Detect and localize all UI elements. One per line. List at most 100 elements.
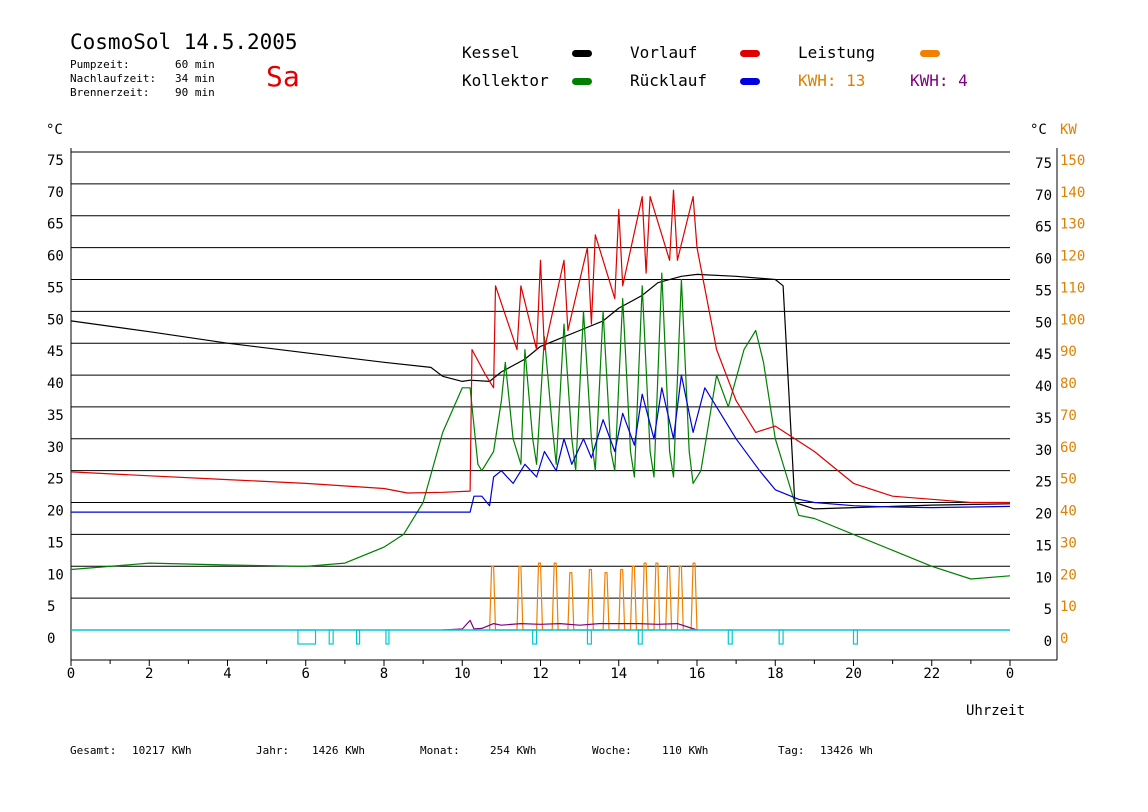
y-tick-left-5: 5 <box>47 599 55 615</box>
y-tick-right-power-90: 90 <box>1060 344 1077 360</box>
y-tick-left-0: 0 <box>47 631 55 647</box>
info-nachlaufzeit-label: Nachlaufzeit: <box>70 72 157 85</box>
y-tick-right-power-0: 0 <box>1060 631 1068 647</box>
legend-leistung-label: Leistung <box>798 43 876 62</box>
x-axis-label: Uhrzeit <box>966 703 1025 719</box>
x-tick-12: 0 <box>1006 666 1014 682</box>
footer-gesamt-label: Gesamt: <box>70 744 117 757</box>
footer-tag-value: 13426 Wh <box>820 744 873 757</box>
series-line-kessel <box>70 273 1011 510</box>
footer-tag-label: Tag: <box>778 744 805 757</box>
y-tick-right-temp-10: 10 <box>1035 570 1052 586</box>
y-tick-left-25: 25 <box>47 472 64 488</box>
y-tick-right-temp-50: 50 <box>1035 315 1052 331</box>
footer-jahr-value: 1426 KWh <box>312 744 365 757</box>
y-tick-right-power-70: 70 <box>1060 408 1077 424</box>
legend-kessel-label: Kessel <box>462 43 520 62</box>
y-tick-right-power-20: 20 <box>1060 567 1077 583</box>
footer-monat-label: Monat: <box>420 744 460 757</box>
brenner-pulse-6 <box>637 629 643 645</box>
x-tick-5: 10 <box>454 666 471 682</box>
x-tick-11: 22 <box>923 666 940 682</box>
x-tick-3: 6 <box>302 666 310 682</box>
info-nachlaufzeit-value: 34 min <box>175 72 215 85</box>
y-tick-left-50: 50 <box>47 312 64 328</box>
x-tick-1: 2 <box>145 666 153 682</box>
legend-kessel-swatch <box>572 50 592 57</box>
info-brennerzeit-value: 90 min <box>175 86 215 99</box>
y-tick-left-15: 15 <box>47 535 64 551</box>
y-tick-right-temp-40: 40 <box>1035 379 1052 395</box>
series-line-vorlauf <box>70 189 1010 504</box>
y-tick-right-power-50: 50 <box>1060 472 1077 488</box>
brenner-pulse-7 <box>727 629 733 645</box>
footer-jahr-label: Jahr: <box>256 744 290 757</box>
series-line-leistung <box>489 562 698 631</box>
series-line-kwh <box>442 619 698 631</box>
brenner-pulse-8 <box>778 629 784 645</box>
y-tick-right-power-110: 110 <box>1060 280 1085 296</box>
series-line-kollektor <box>70 272 1011 580</box>
x-tick-9: 18 <box>767 666 784 682</box>
y-tick-right-temp-30: 30 <box>1035 443 1052 459</box>
series-line-rcklauf <box>71 374 1011 513</box>
grid-lines <box>71 151 1010 599</box>
y-tick-right-power-130: 130 <box>1060 217 1085 233</box>
y-tick-right-temp-55: 55 <box>1035 283 1052 299</box>
y-tick-right-power-120: 120 <box>1060 249 1085 265</box>
brenner-pulse-1 <box>328 629 334 645</box>
page-title: CosmoSol 14.5.2005 <box>70 30 298 54</box>
brenner-pulse-0 <box>297 629 317 645</box>
info-pumpzeit-value: 60 min <box>175 58 215 71</box>
brenner-pulse-5 <box>586 629 592 645</box>
y-tick-left-75: 75 <box>47 153 64 169</box>
brenner-pulse-2 <box>356 629 361 645</box>
y-tick-left-45: 45 <box>47 344 64 360</box>
y-tick-right-power-80: 80 <box>1060 376 1077 392</box>
footer-woche-label: Woche: <box>592 744 632 757</box>
legend-kollektor-label: Kollektor <box>462 71 549 90</box>
brenner-indicator <box>71 629 1010 645</box>
brenner-pulse-4 <box>532 629 538 645</box>
legend-leistung-swatch <box>920 50 940 57</box>
y-tick-right-power-10: 10 <box>1060 599 1077 615</box>
brenner-pulse-3 <box>385 629 390 645</box>
info-pumpzeit-label: Pumpzeit: <box>70 58 130 71</box>
y-tick-right-power-150: 150 <box>1060 153 1085 169</box>
x-tick-8: 16 <box>689 666 706 682</box>
y-tick-left-70: 70 <box>47 185 64 201</box>
y-tick-right-temp-0: 0 <box>1044 634 1052 650</box>
day-label: Sa <box>266 60 300 93</box>
legend-kwh-total: KWH: 13 <box>798 71 866 90</box>
y-tick-right-power-60: 60 <box>1060 440 1077 456</box>
y-tick-right-temp-35: 35 <box>1035 411 1052 427</box>
x-tick-0: 0 <box>67 666 75 682</box>
right-axis-unit-temp: °C <box>1030 122 1047 138</box>
legend-kollektor-swatch <box>572 78 592 85</box>
info-brennerzeit-label: Brennerzeit: <box>70 86 150 99</box>
y-tick-right-temp-60: 60 <box>1035 252 1052 268</box>
y-tick-left-10: 10 <box>47 567 64 583</box>
series-lines <box>70 189 1011 631</box>
footer-gesamt-value: 10217 KWh <box>132 744 192 757</box>
y-tick-right-temp-25: 25 <box>1035 475 1052 491</box>
footer-monat-value: 254 KWh <box>490 744 537 757</box>
chart-axes <box>70 148 1058 666</box>
x-tick-4: 8 <box>380 666 388 682</box>
legend-ruecklauf-label: Rücklauf <box>630 71 708 90</box>
y-tick-right-temp-5: 5 <box>1044 602 1052 618</box>
x-tick-10: 20 <box>845 666 862 682</box>
right-axis-unit-power: KW <box>1060 122 1077 138</box>
y-tick-right-temp-75: 75 <box>1035 156 1052 172</box>
y-tick-right-temp-15: 15 <box>1035 538 1052 554</box>
y-tick-right-temp-70: 70 <box>1035 188 1052 204</box>
y-tick-right-temp-45: 45 <box>1035 347 1052 363</box>
legend-vorlauf-label: Vorlauf <box>630 43 698 62</box>
y-tick-left-30: 30 <box>47 440 64 456</box>
y-tick-left-20: 20 <box>47 504 64 520</box>
y-tick-left-65: 65 <box>47 217 64 233</box>
x-tick-2: 4 <box>223 666 231 682</box>
y-tick-left-40: 40 <box>47 376 64 392</box>
footer-woche-value: 110 KWh <box>662 744 709 757</box>
